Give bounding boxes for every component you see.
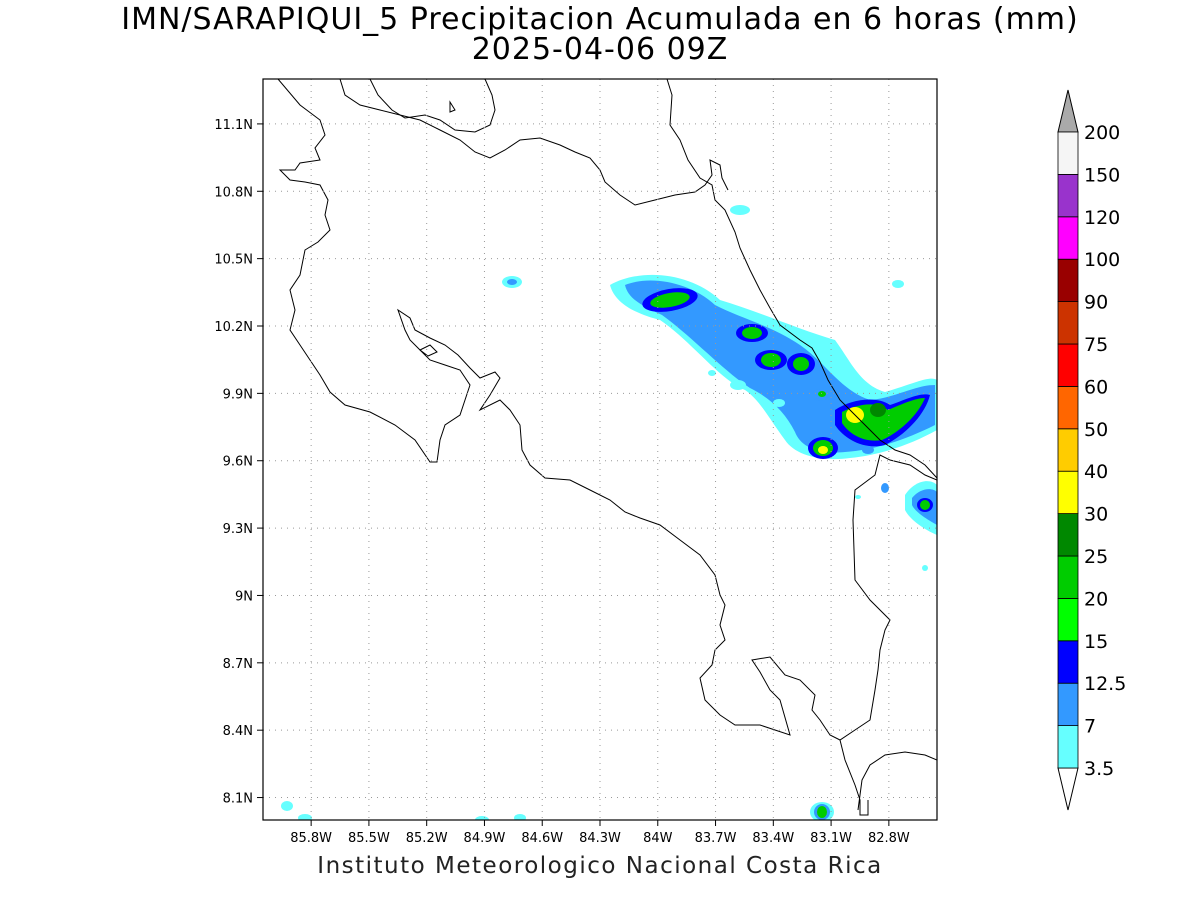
colorbar-swatch [1057, 640, 1079, 684]
lat-tick-label: 8.7N [223, 657, 253, 672]
precip-cell [730, 205, 750, 215]
colorbar-level-label: 50 [1084, 419, 1108, 441]
precip-cell [742, 327, 762, 339]
colorbar-level-label: 20 [1084, 588, 1108, 610]
lat-tick-label: 10.5N [214, 253, 253, 268]
lat-tick-label: 11.1N [214, 118, 253, 133]
map-title: IMN/SARAPIQUI_5 Precipitacion Acumulada … [121, 2, 1079, 37]
colorbar-level-label: 30 [1084, 504, 1108, 526]
precip-cell [298, 814, 312, 820]
lon-tick-label: 84W [643, 831, 673, 846]
coastlines-and-borders [277, 79, 937, 816]
precip-cell [514, 814, 526, 820]
colorbar-level-label: 90 [1084, 292, 1108, 314]
colorbar-level-label: 7 [1084, 716, 1096, 738]
precip-cell [507, 279, 517, 285]
colorbar-over-arrow [1057, 89, 1079, 133]
precip-cell [708, 370, 716, 376]
colorbar-level-label: 60 [1084, 376, 1108, 398]
colorbar-swatch [1057, 301, 1079, 345]
precip-cell [842, 398, 925, 441]
precip-cell [817, 806, 827, 818]
lon-tick-label: 84.3W [579, 831, 621, 846]
lon-tick-label: 84.6W [521, 831, 563, 846]
precip-cell [650, 292, 690, 308]
lon-tick-label: 83.4W [752, 831, 794, 846]
precip-cell [855, 495, 861, 499]
colorbar-level-label: 25 [1084, 546, 1108, 568]
colorbar-swatch [1057, 343, 1079, 387]
lon-tick-label: 84.9W [464, 831, 506, 846]
lon-tick-label: 82.8W [868, 831, 910, 846]
map-valid-time: 2025-04-06 09Z [471, 32, 729, 67]
lat-tick-label: 10.8N [214, 185, 253, 200]
lon-tick-label: 83.7W [695, 831, 737, 846]
colorbar-swatch [1057, 385, 1079, 430]
precip-cell [870, 403, 886, 417]
colorbar-level-label: 200 [1084, 122, 1120, 144]
precip-cell [862, 446, 874, 454]
graticule [263, 79, 937, 820]
colorbar-swatch [1057, 173, 1079, 218]
caribbean-coastline [666, 79, 937, 479]
colorbar-swatch [1057, 682, 1079, 727]
colorbar-level-label: 150 [1084, 164, 1120, 186]
precip-cell [730, 380, 746, 390]
credit-footer: Instituto Meteorologico Nacional Costa R… [317, 853, 883, 879]
colorbar-level-label: 3.5 [1084, 758, 1114, 780]
nicaragua-border [339, 79, 729, 206]
precip-cell [475, 816, 489, 820]
panama-border-south [857, 751, 937, 811]
precip-cell [922, 565, 928, 571]
lon-tick-label: 85.2W [406, 831, 448, 846]
precip-cell [920, 500, 930, 510]
lat-tick-label: 10.2N [214, 320, 253, 335]
colorbar-level-label: 100 [1084, 249, 1120, 271]
lon-tick-label: 85.5W [348, 831, 390, 846]
colorbar: 3.5 7 12.5 15 20 25 30 40 50 60 75 90 100 120 150 200 [1057, 89, 1126, 811]
precip-cell [818, 446, 828, 454]
lon-tick-label: 83.1W [810, 831, 852, 846]
precip-cell [761, 353, 781, 367]
lat-tick-label: 8.1N [223, 792, 253, 807]
burica-peninsula [839, 739, 869, 816]
nicoya-gulf-island [419, 344, 438, 357]
colorbar-swatch [1057, 555, 1079, 599]
colorbar-swatch [1057, 513, 1079, 557]
colorbar-swatch [1057, 725, 1079, 769]
precip-cell [881, 483, 889, 493]
lon-tick-label: 85.8W [290, 831, 332, 846]
lat-tick-label: 9.3N [223, 522, 253, 537]
colorbar-level-label: 120 [1084, 207, 1120, 229]
lake-islet [449, 100, 456, 113]
colorbar-swatch [1057, 131, 1079, 175]
colorbar-under-arrow [1057, 767, 1079, 811]
axis-ticks: 11.1N 10.8N 10.5N 10.2N 9.9N 9.6N 9.3N 9N 8.7N 8.… [214, 118, 910, 846]
colorbar-swatch [1057, 428, 1079, 472]
precip-cell [281, 801, 293, 811]
colorbar-swatch [1057, 598, 1079, 642]
lat-tick-label: 8.4N [223, 724, 253, 739]
precip-cell [773, 399, 785, 407]
colorbar-swatch [1057, 258, 1079, 303]
colorbar-level-label: 12.5 [1084, 673, 1126, 695]
lat-tick-label: 9.9N [223, 387, 253, 402]
precipitation-field [281, 205, 937, 820]
colorbar-level-label: 15 [1084, 631, 1108, 653]
precip-cell [793, 357, 809, 371]
colorbar-level-label: 75 [1084, 334, 1108, 356]
pacific-coastline [277, 79, 937, 741]
colorbar-swatch [1057, 470, 1079, 515]
precip-cell [818, 391, 826, 397]
precip-cell [892, 280, 904, 288]
lat-tick-label: 9N [235, 589, 253, 604]
nicaragua-coast-north [369, 79, 496, 133]
colorbar-level-label: 40 [1084, 461, 1108, 483]
lat-tick-label: 9.6N [223, 455, 253, 470]
colorbar-swatch [1057, 216, 1079, 260]
